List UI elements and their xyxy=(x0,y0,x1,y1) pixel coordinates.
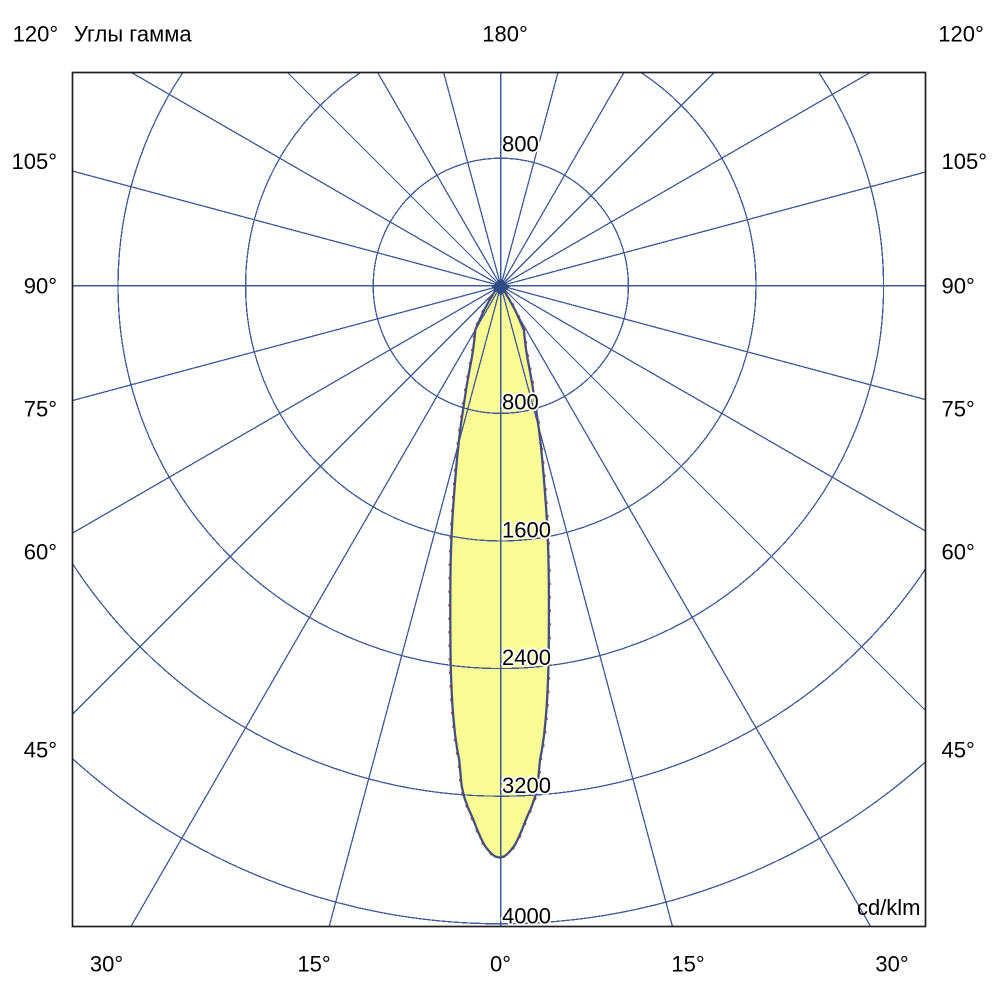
svg-text:3200: 3200 xyxy=(502,773,551,798)
svg-text:30°: 30° xyxy=(90,952,123,977)
svg-text:120°: 120° xyxy=(938,22,984,47)
svg-text:75°: 75° xyxy=(942,397,975,422)
svg-text:45°: 45° xyxy=(942,738,975,763)
svg-text:2400: 2400 xyxy=(502,645,551,670)
svg-text:0°: 0° xyxy=(490,952,511,977)
svg-text:30°: 30° xyxy=(875,952,908,977)
svg-text:1600: 1600 xyxy=(502,517,551,542)
svg-text:45°: 45° xyxy=(24,738,57,763)
svg-text:4000: 4000 xyxy=(502,904,551,929)
svg-text:60°: 60° xyxy=(24,540,57,565)
svg-text:90°: 90° xyxy=(24,274,57,299)
svg-text:cd/klm: cd/klm xyxy=(857,895,921,920)
svg-text:75°: 75° xyxy=(24,397,57,422)
svg-text:180°: 180° xyxy=(482,22,528,47)
svg-text:800: 800 xyxy=(502,132,539,157)
svg-text:105°: 105° xyxy=(11,149,57,174)
svg-text:Углы гамма: Углы гамма xyxy=(74,22,192,47)
svg-text:60°: 60° xyxy=(942,540,975,565)
svg-text:90°: 90° xyxy=(942,274,975,299)
svg-text:120°: 120° xyxy=(13,22,59,47)
svg-text:105°: 105° xyxy=(942,149,988,174)
svg-text:15°: 15° xyxy=(297,952,330,977)
svg-text:800: 800 xyxy=(502,390,539,415)
svg-text:15°: 15° xyxy=(671,952,704,977)
